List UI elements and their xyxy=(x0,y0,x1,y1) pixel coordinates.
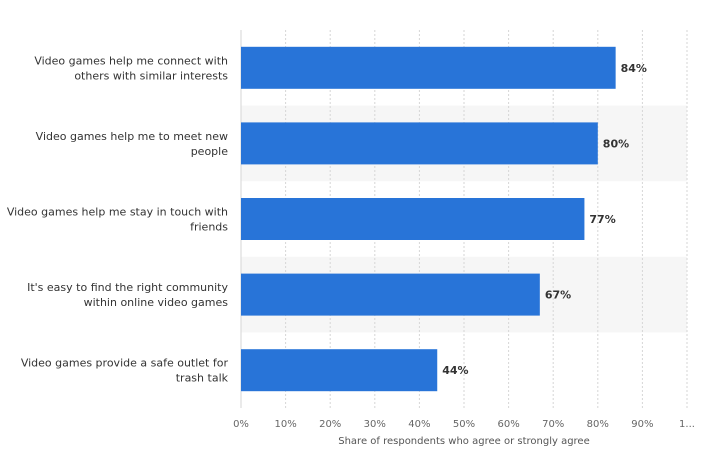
x-tick-label: 40% xyxy=(408,419,430,430)
bar xyxy=(241,46,616,89)
value-label: 44% xyxy=(442,364,468,377)
category-label: Video games help me connect with xyxy=(34,54,228,67)
value-label: 67% xyxy=(545,289,571,302)
category-label: It's easy to find the right community xyxy=(27,281,228,294)
category-labels: Video games help me connect with others w… xyxy=(7,54,229,384)
x-axis-title: Share of respondents who agree or strong… xyxy=(338,436,590,447)
x-tick-label: 90% xyxy=(631,419,653,430)
category-label: Video games provide a safe outlet for xyxy=(21,357,229,370)
x-tick-label: 70% xyxy=(542,419,564,430)
bar xyxy=(241,273,540,316)
value-label: 80% xyxy=(603,137,629,150)
x-tick-label: 80% xyxy=(587,419,609,430)
x-tick-label: 10% xyxy=(274,419,296,430)
bar xyxy=(241,122,598,165)
category-label: trash talk xyxy=(176,372,229,385)
category-label: others with similar interests xyxy=(74,69,228,82)
category-label: people xyxy=(191,145,229,158)
bar xyxy=(241,349,438,392)
x-tick-label: 0% xyxy=(233,419,249,430)
category-label: Video games help me to meet new xyxy=(36,130,228,143)
bars xyxy=(241,46,616,392)
x-tick-labels: 0% 10% 20% 30% 40% 50% 60% 70% 80% 90% 1... xyxy=(233,419,695,430)
value-labels: 84% 80% 77% 67% 44% xyxy=(442,62,647,377)
x-tick-label: 50% xyxy=(453,419,475,430)
x-tick-label: 1... xyxy=(679,419,695,430)
x-tick-label: 30% xyxy=(364,419,386,430)
category-label: friends xyxy=(190,221,228,234)
bar xyxy=(241,198,585,240)
value-label: 84% xyxy=(621,62,647,75)
category-label: within online video games xyxy=(84,296,229,309)
x-tick-label: 20% xyxy=(319,419,341,430)
category-label: Video games help me stay in touch with xyxy=(7,206,228,219)
x-tick-label: 60% xyxy=(497,419,519,430)
value-label: 77% xyxy=(589,213,615,226)
